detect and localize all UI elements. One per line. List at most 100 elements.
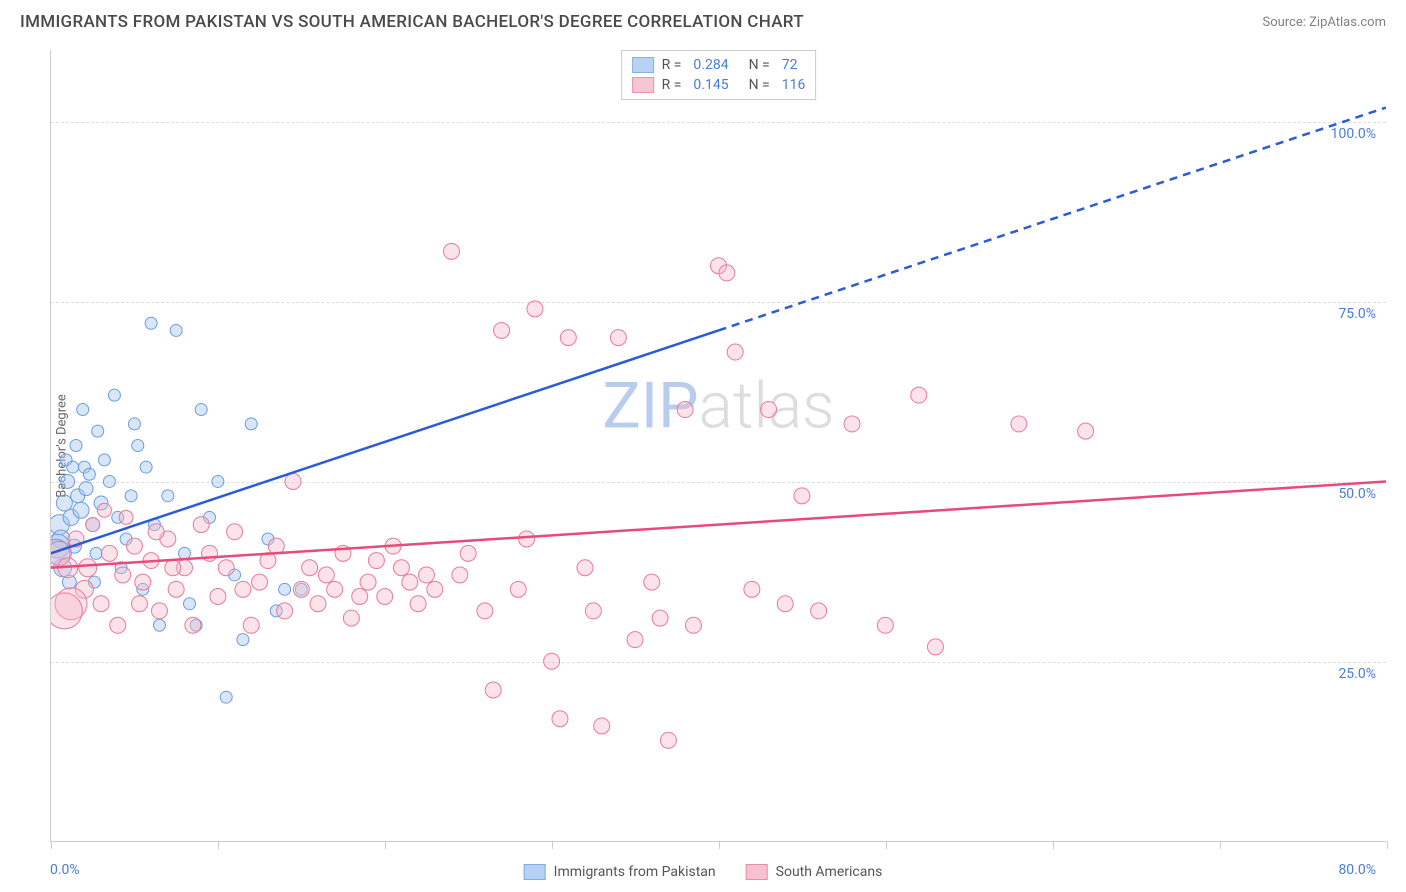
data-point-south_american (577, 560, 593, 576)
data-point-pakistan (162, 490, 174, 502)
data-point-south_american (310, 596, 326, 612)
data-point-pakistan (103, 475, 115, 487)
data-point-south_american (86, 518, 100, 532)
data-point-south_american (519, 531, 535, 547)
data-point-south_american (151, 603, 167, 619)
data-point-pakistan (237, 634, 249, 646)
regression-line-south_american (51, 481, 1386, 567)
legend-label-pakistan: Immigrants from Pakistan (554, 864, 716, 880)
data-point-pakistan (79, 482, 93, 496)
x-tick (1220, 841, 1221, 849)
data-point-south_american (193, 517, 209, 533)
header: IMMIGRANTS FROM PAKISTAN VS SOUTH AMERIC… (0, 0, 1406, 40)
data-point-south_american (101, 545, 117, 561)
legend-swatch-pakistan (632, 57, 654, 73)
data-point-south_american (135, 574, 151, 590)
x-tick (1387, 841, 1388, 849)
x-tick (51, 841, 52, 849)
data-point-pakistan (220, 691, 232, 703)
x-tick (1053, 841, 1054, 849)
x-tick (886, 841, 887, 849)
data-point-pakistan (83, 468, 95, 480)
data-point-pakistan (56, 495, 72, 511)
legend-bottom: Immigrants from Pakistan South Americans (524, 864, 883, 880)
x-axis-max-label: 80.0% (1338, 862, 1376, 878)
data-point-south_american (218, 560, 234, 576)
data-point-pakistan (128, 418, 140, 430)
data-point-south_american (235, 581, 251, 597)
data-point-south_american (293, 581, 309, 597)
data-point-south_american (115, 567, 131, 583)
data-point-south_american (460, 545, 476, 561)
data-point-south_american (560, 330, 576, 346)
data-point-south_american (131, 596, 147, 612)
data-point-south_american (97, 503, 111, 517)
data-point-pakistan (279, 583, 291, 595)
legend-stat-row-south_american: R =0.145N =116 (632, 75, 806, 95)
data-point-south_american (477, 603, 493, 619)
data-point-south_american (252, 574, 268, 590)
n-value-pakistan: 72 (782, 57, 798, 73)
n-value-south_american: 116 (782, 77, 806, 93)
data-point-south_american (594, 718, 610, 734)
data-point-south_american (119, 510, 133, 524)
data-point-south_american (368, 553, 384, 569)
data-point-pakistan (61, 474, 75, 488)
data-point-south_american (327, 581, 343, 597)
scatter-plot-svg (51, 50, 1386, 841)
data-point-south_american (677, 402, 693, 418)
data-point-south_american (777, 596, 793, 612)
data-point-south_american (93, 596, 109, 612)
data-point-south_american (644, 574, 660, 590)
data-point-pakistan (212, 475, 224, 487)
chart-title: IMMIGRANTS FROM PAKISTAN VS SOUTH AMERIC… (20, 12, 804, 32)
legend-item-pakistan: Immigrants from Pakistan (524, 864, 716, 880)
data-point-south_american (148, 524, 164, 540)
n-label: N = (749, 77, 770, 93)
data-point-south_american (911, 387, 927, 403)
data-point-pakistan (92, 425, 104, 437)
data-point-pakistan (90, 547, 102, 559)
data-point-south_american (185, 617, 201, 633)
data-point-south_american (727, 344, 743, 360)
data-point-south_american (302, 560, 318, 576)
data-point-south_american (794, 488, 810, 504)
data-point-south_american (1078, 423, 1094, 439)
data-point-south_american (652, 610, 668, 626)
data-point-pakistan (170, 324, 182, 336)
data-point-pakistan (73, 502, 89, 518)
data-point-south_american (51, 593, 82, 629)
data-point-south_american (744, 581, 760, 597)
n-label: N = (749, 57, 770, 73)
data-point-pakistan (98, 454, 110, 466)
x-tick (385, 841, 386, 849)
data-point-south_american (393, 560, 409, 576)
data-point-south_american (168, 581, 184, 597)
legend-swatch-south_american (632, 77, 654, 93)
data-point-south_american (243, 617, 259, 633)
legend-item-south_american: South Americans (746, 864, 883, 880)
x-tick (719, 841, 720, 849)
data-point-south_american (410, 596, 426, 612)
data-point-south_american (110, 617, 126, 633)
x-tick (552, 841, 553, 849)
x-axis-min-label: 0.0% (50, 862, 80, 878)
data-point-south_american (544, 653, 560, 669)
legend-swatch-south_american (746, 864, 768, 880)
data-point-south_american (719, 265, 735, 281)
data-point-south_american (165, 560, 181, 576)
data-point-south_american (210, 589, 226, 605)
legend-swatch-pakistan (524, 864, 546, 880)
data-point-south_american (552, 711, 568, 727)
data-point-south_american (360, 574, 376, 590)
data-point-south_american (318, 567, 334, 583)
legend-label-south_american: South Americans (776, 864, 883, 880)
data-point-south_american (610, 330, 626, 346)
r-label: R = (662, 57, 682, 73)
data-point-pakistan (145, 317, 157, 329)
data-point-south_american (844, 416, 860, 432)
data-point-south_american (660, 732, 676, 748)
data-point-south_american (277, 603, 293, 619)
data-point-pakistan (67, 461, 79, 473)
data-point-south_american (444, 243, 460, 259)
